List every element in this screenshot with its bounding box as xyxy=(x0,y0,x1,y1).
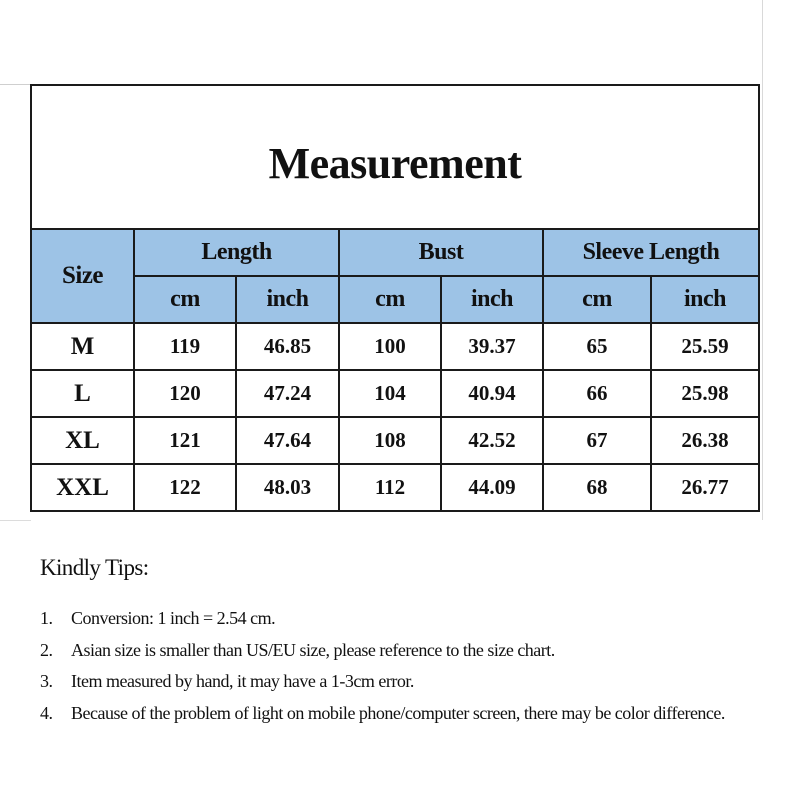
value-cell: 120 xyxy=(133,369,237,418)
tip-text: Because of the problem of light on mobil… xyxy=(71,702,725,723)
value-cell: 48.03 xyxy=(235,463,340,512)
value-cell: 46.85 xyxy=(235,322,340,371)
tips-title: Kindly Tips: xyxy=(40,555,149,580)
value-cell: 104 xyxy=(338,369,442,418)
size-header: Size xyxy=(30,228,135,324)
value-cell: 26.38 xyxy=(650,416,760,465)
unit-header: cm xyxy=(542,275,652,324)
size-cell: XXL xyxy=(30,463,135,512)
chart-title: Measurement xyxy=(268,138,522,188)
guide-line xyxy=(762,0,763,520)
tip-text: Asian size is smaller than US/EU size, p… xyxy=(71,639,555,660)
value-cell: 68 xyxy=(542,463,652,512)
tip-number: 4. xyxy=(40,702,53,723)
size-cell: XL xyxy=(30,416,135,465)
size-chart-table: Measurement Size Length Bust Sleeve Leng… xyxy=(30,84,760,512)
kindly-tips: Kindly Tips: 1. Conversion: 1 inch = 2.5… xyxy=(40,555,780,729)
unit-header: inch xyxy=(440,275,544,324)
guide-line xyxy=(0,84,31,85)
unit-header: cm xyxy=(133,275,237,324)
size-cell: L xyxy=(30,369,135,418)
value-cell: 122 xyxy=(133,463,237,512)
tip-number: 2. xyxy=(40,639,53,660)
value-cell: 65 xyxy=(542,322,652,371)
value-cell: 44.09 xyxy=(440,463,544,512)
value-cell: 40.94 xyxy=(440,369,544,418)
value-cell: 25.59 xyxy=(650,322,760,371)
group-header-sleeve-length: Sleeve Length xyxy=(542,228,760,277)
group-header-length: Length xyxy=(133,228,340,277)
tip-item: 4. Because of the problem of light on mo… xyxy=(40,698,780,730)
tip-number: 3. xyxy=(40,671,53,691)
value-cell: 67 xyxy=(542,416,652,465)
value-cell: 25.98 xyxy=(650,369,760,418)
tip-item: 3. Item measured by hand, it may have a … xyxy=(40,666,780,698)
value-cell: 26.77 xyxy=(650,463,760,512)
value-cell: 66 xyxy=(542,369,652,418)
table-row: XL 121 47.64 108 42.52 67 26.38 xyxy=(30,416,760,465)
unit-header: inch xyxy=(650,275,760,324)
value-cell: 47.24 xyxy=(235,369,340,418)
unit-header: inch xyxy=(235,275,340,324)
size-cell: M xyxy=(30,322,135,371)
tip-text: Conversion: 1 inch = 2.54 cm. xyxy=(71,608,276,628)
table-row: L 120 47.24 104 40.94 66 25.98 xyxy=(30,369,760,418)
tip-text: Item measured by hand, it may have a 1-3… xyxy=(71,671,414,691)
value-cell: 39.37 xyxy=(440,322,544,371)
value-cell: 112 xyxy=(338,463,442,512)
value-cell: 47.64 xyxy=(235,416,340,465)
value-cell: 100 xyxy=(338,322,442,371)
chart-title-cell: Measurement xyxy=(30,84,760,230)
group-header-bust: Bust xyxy=(338,228,544,277)
tip-number: 1. xyxy=(40,608,53,628)
table-row: M 119 46.85 100 39.37 65 25.59 xyxy=(30,322,760,371)
value-cell: 108 xyxy=(338,416,442,465)
guide-line xyxy=(0,520,31,521)
value-cell: 121 xyxy=(133,416,237,465)
value-cell: 119 xyxy=(133,322,237,371)
tip-item: 2. Asian size is smaller than US/EU size… xyxy=(40,635,780,667)
table-row: XXL 122 48.03 112 44.09 68 26.77 xyxy=(30,463,760,512)
unit-header: cm xyxy=(338,275,442,324)
tip-item: 1. Conversion: 1 inch = 2.54 cm. xyxy=(40,603,780,635)
value-cell: 42.52 xyxy=(440,416,544,465)
